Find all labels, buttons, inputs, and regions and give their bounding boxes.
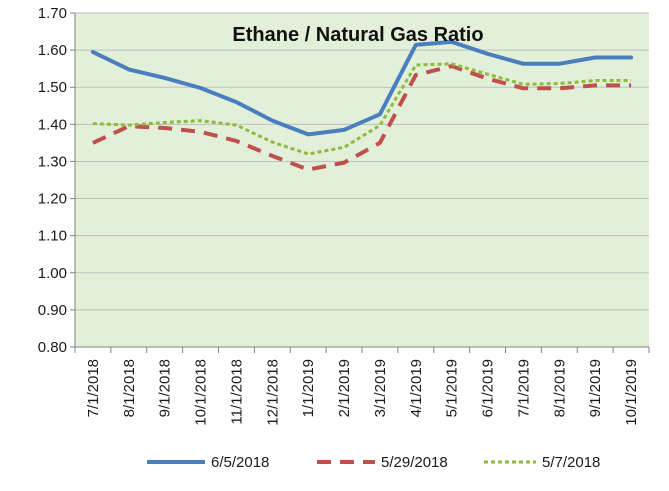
series-lines — [90, 39, 634, 172]
x-tick-label: 7/1/2019 — [515, 359, 532, 417]
series-line-1 — [90, 39, 634, 137]
x-tick-label: 4/1/2019 — [408, 359, 425, 417]
y-axis-ticks: 0.80 0.90 1.00 1.10 1.20 1.30 1.40 1.50 1.60 1.70 — [38, 5, 76, 356]
legend: 6/5/2018 5/29/2018 5/7/2018 — [147, 454, 600, 471]
x-tick-label: 9/1/2019 — [587, 359, 604, 417]
x-tick-label: 11/1/2018 — [228, 359, 245, 425]
y-tick-label: 1.00 — [38, 265, 67, 282]
legend-label-2: 5/29/2018 — [381, 454, 448, 471]
x-tick-label: 8/1/2018 — [121, 359, 138, 417]
x-tick-label: 10/1/2019 — [623, 359, 640, 426]
legend-label-3: 5/7/2018 — [542, 454, 600, 471]
x-tick-label: 1/1/2019 — [300, 359, 317, 417]
x-tick-label: 10/1/2018 — [193, 359, 210, 426]
x-tick-label: 12/1/2018 — [264, 359, 281, 426]
series-line-2 — [92, 64, 632, 172]
x-tick-label: 7/1/2018 — [85, 359, 102, 417]
y-tick-label: 1.20 — [38, 191, 67, 208]
gridlines — [75, 12, 649, 311]
y-tick-label: 1.70 — [38, 5, 67, 22]
x-tick-label: 9/1/2018 — [157, 359, 174, 417]
x-axis-ticks: 7/1/2018 8/1/2018 9/1/2018 10/1/2018 11/1/20… — [74, 346, 650, 426]
x-tick-label: 6/1/2019 — [480, 359, 497, 417]
y-tick-label: 1.30 — [38, 153, 67, 170]
y-tick-label: 0.90 — [38, 302, 67, 319]
series-line-3 — [92, 62, 632, 156]
y-tick-label: 1.10 — [38, 228, 67, 245]
x-tick-label: 3/1/2019 — [372, 359, 389, 417]
legend-label-1: 6/5/2018 — [211, 454, 269, 471]
y-tick-label: 1.40 — [38, 116, 67, 133]
plot-area — [75, 13, 649, 347]
y-tick-label: 1.60 — [38, 42, 67, 59]
chart-title: Ethane / Natural Gas Ratio — [232, 24, 483, 46]
x-tick-label: 2/1/2019 — [336, 359, 353, 417]
y-tick-label: 0.80 — [38, 339, 67, 356]
x-tick-label: 8/1/2019 — [551, 359, 568, 417]
y-tick-label: 1.50 — [38, 79, 67, 96]
x-tick-label: 5/1/2019 — [444, 359, 461, 417]
